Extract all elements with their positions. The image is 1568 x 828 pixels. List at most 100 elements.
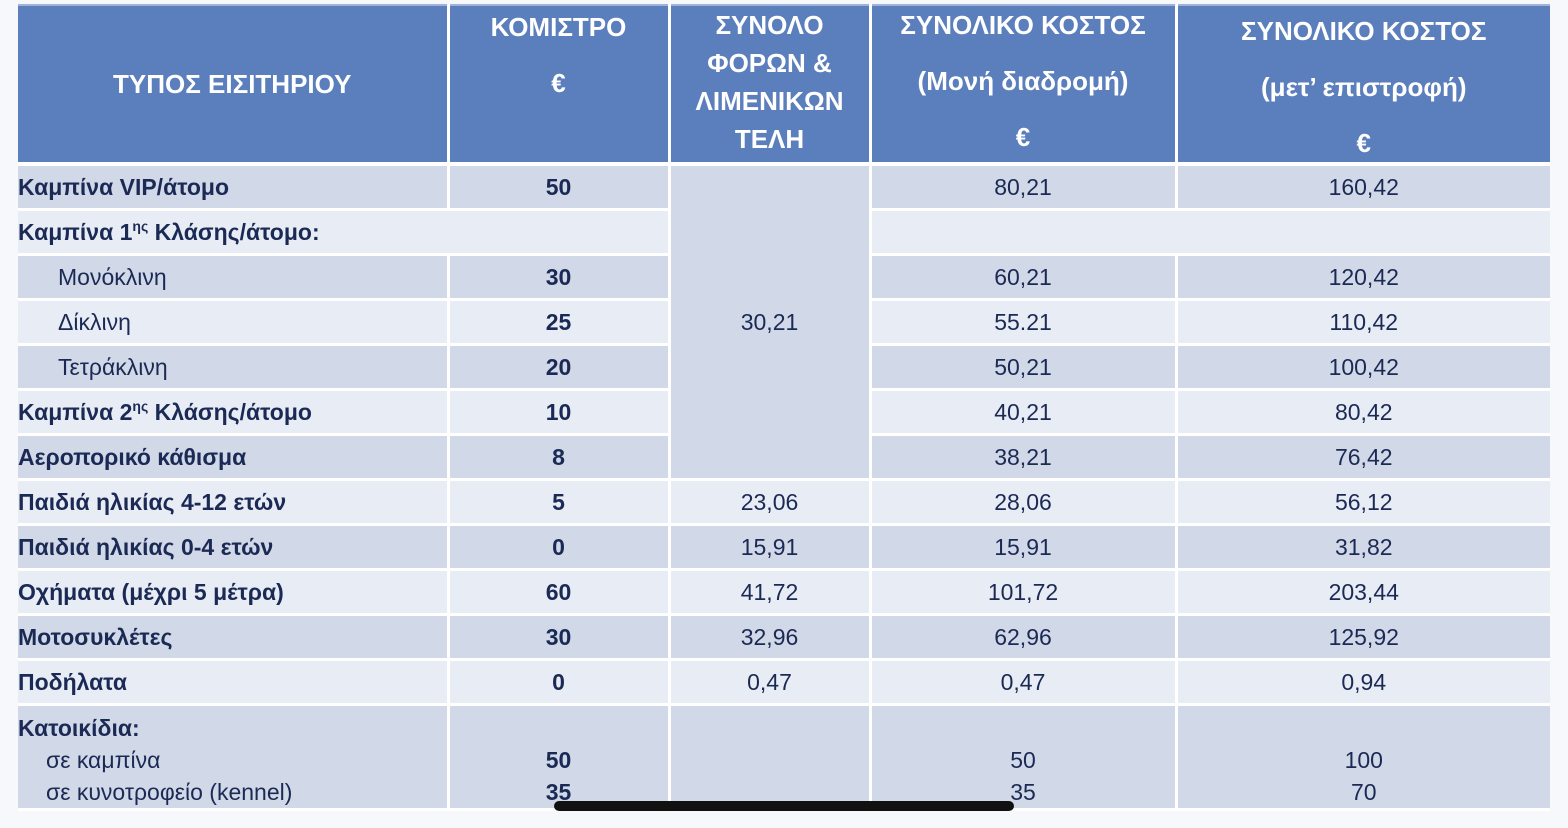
home-indicator-bar[interactable] bbox=[554, 801, 1014, 811]
row-fare: 5 bbox=[448, 479, 671, 526]
row-return: 160,42 bbox=[1176, 164, 1550, 211]
pets-spacer bbox=[450, 712, 668, 744]
row-fare: 60 bbox=[448, 569, 671, 616]
row-label: Δίκλινη bbox=[18, 299, 450, 346]
row-label: Παιδιά ηλικίας 0-4 ετών bbox=[18, 524, 450, 571]
row-label: Μονόκλινη bbox=[18, 254, 450, 301]
header-one-way-currency: € bbox=[1015, 122, 1031, 152]
table-row: Τετράκλινη 20 50,21 100,42 bbox=[18, 344, 1550, 391]
row-return: 125,92 bbox=[1176, 614, 1550, 661]
row-return: 0,94 bbox=[1176, 659, 1550, 706]
header-return-total: ΣΥΝΟΛΙΚΟ ΚΟΣΤΟΣ (μετ’ επιστροφή) € bbox=[1176, 4, 1550, 166]
table-row: Καμπίνα 2ης Κλάσης/άτομο 10 40,21 80,42 bbox=[18, 389, 1550, 436]
pets-label: Κατοικίδια: bbox=[18, 715, 140, 741]
row-return: 120,42 bbox=[1176, 254, 1550, 301]
row-label: Μοτοσυκλέτες bbox=[18, 614, 450, 661]
row-one-way: 15,91 bbox=[870, 524, 1178, 571]
row-label: Τετράκλινη bbox=[18, 344, 450, 391]
pets-kennel-fare: 35 bbox=[545, 779, 572, 805]
header-return-subtitle: (μετ’ επιστροφή) bbox=[1261, 72, 1467, 102]
header-one-way-subtitle: (Μονή διαδρομή) bbox=[917, 66, 1129, 96]
row-label-suffix: Κλάσης/άτομο: bbox=[148, 219, 320, 245]
header-taxes-line-1: ΣΥΝΟΛΟ bbox=[715, 10, 824, 40]
header-ticket-type-label: ΤΥΠΟΣ ΕΙΣΙΤΗΡΙΟΥ bbox=[112, 69, 352, 99]
row-empty-cell bbox=[870, 209, 1550, 256]
row-label: Παιδιά ηλικίας 4-12 ετών bbox=[18, 479, 450, 526]
row-return: 100,42 bbox=[1176, 344, 1550, 391]
row-one-way: 55.21 bbox=[870, 299, 1178, 346]
row-one-way: 0,47 bbox=[870, 659, 1178, 706]
row-taxes: 23,06 bbox=[669, 479, 872, 526]
table-row: Οχήματα (μέχρι 5 μέτρα) 60 41,72 101,72 … bbox=[18, 569, 1550, 616]
row-one-way: 50 35 bbox=[870, 704, 1178, 811]
row-return: 110,42 bbox=[1176, 299, 1550, 346]
row-fare: 10 bbox=[448, 389, 671, 436]
header-fare-currency: € bbox=[551, 68, 566, 98]
table-row: Ποδήλατα 0 0,47 0,47 0,94 bbox=[18, 659, 1550, 706]
table-row: Παιδιά ηλικίας 4-12 ετών 5 23,06 28,06 5… bbox=[18, 479, 1550, 526]
table-row: Μοτοσυκλέτες 30 32,96 62,96 125,92 bbox=[18, 614, 1550, 661]
row-taxes bbox=[669, 704, 872, 811]
row-fare: 0 bbox=[448, 524, 671, 571]
row-label: Κατοικίδια: σε καμπίνα σε κυνοτροφείο (k… bbox=[18, 704, 450, 811]
row-label: Καμπίνα 2ης Κλάσης/άτομο bbox=[18, 389, 450, 436]
row-fare: 8 bbox=[448, 434, 671, 481]
row-return: 80,42 bbox=[1176, 389, 1550, 436]
pets-cabin-fare: 50 bbox=[545, 747, 572, 773]
row-one-way: 50,21 bbox=[870, 344, 1178, 391]
header-fare-title: ΚΟΜΙΣΤΡΟ bbox=[490, 12, 627, 42]
row-taxes: 41,72 bbox=[669, 569, 872, 616]
row-return: 31,82 bbox=[1176, 524, 1550, 571]
ferry-fares-table: ΤΥΠΟΣ ΕΙΣΙΤΗΡΙΟΥ ΚΟΜΙΣΤΡΟ € ΣΥΝΟΛΟ ΦΟΡΩΝ… bbox=[18, 4, 1550, 811]
table-row: Αεροπορικό κάθισμα 8 38,21 76,42 bbox=[18, 434, 1550, 481]
table-row-pets: Κατοικίδια: σε καμπίνα σε κυνοτροφείο (k… bbox=[18, 704, 1550, 811]
pets-kennel-one-way: 35 bbox=[1010, 779, 1036, 805]
row-one-way: 80,21 bbox=[870, 164, 1178, 211]
header-row: ΤΥΠΟΣ ΕΙΣΙΤΗΡΙΟΥ ΚΟΜΙΣΤΡΟ € ΣΥΝΟΛΟ ΦΟΡΩΝ… bbox=[18, 4, 1550, 166]
header-taxes-line-2: ΦΟΡΩΝ & bbox=[707, 48, 832, 78]
row-label: Ποδήλατα bbox=[18, 659, 450, 706]
table-header: ΤΥΠΟΣ ΕΙΣΙΤΗΡΙΟΥ ΚΟΜΙΣΤΡΟ € ΣΥΝΟΛΟ ΦΟΡΩΝ… bbox=[18, 4, 1550, 166]
row-one-way: 38,21 bbox=[870, 434, 1178, 481]
header-return-title: ΣΥΝΟΛΙΚΟ ΚΟΣΤΟΣ bbox=[1241, 16, 1487, 46]
table-row: Καμπίνα VIP/άτομο 50 30,21 80,21 160,42 bbox=[18, 164, 1550, 481]
shared-taxes-cell: 30,21 bbox=[669, 164, 872, 481]
header-one-way-title: ΣΥΝΟΛΙΚΟ ΚΟΣΤΟΣ bbox=[900, 10, 1146, 40]
row-label-suffix: Κλάσης/άτομο bbox=[148, 399, 312, 425]
table-body: Καμπίνα VIP/άτομο 50 30,21 80,21 160,42 … bbox=[18, 164, 1550, 811]
row-label: Οχήματα (μέχρι 5 μέτρα) bbox=[18, 569, 450, 616]
row-label: Αεροπορικό κάθισμα bbox=[18, 434, 450, 481]
row-fare: 50 35 bbox=[448, 704, 671, 811]
row-taxes: 0,47 bbox=[669, 659, 872, 706]
pets-cabin-one-way: 50 bbox=[1010, 747, 1036, 773]
row-taxes: 15,91 bbox=[669, 524, 872, 571]
row-label: Καμπίνα VIP/άτομο bbox=[18, 164, 450, 211]
row-label-text: Καμπίνα 1 bbox=[18, 219, 133, 245]
row-return: 203,44 bbox=[1176, 569, 1550, 616]
row-label-text: Καμπίνα 2 bbox=[18, 399, 133, 425]
header-ticket-type: ΤΥΠΟΣ ΕΙΣΙΤΗΡΙΟΥ bbox=[18, 4, 450, 166]
row-label-superscript: ης bbox=[132, 218, 149, 234]
header-fare: ΚΟΜΙΣΤΡΟ € bbox=[448, 4, 671, 166]
table-row: Παιδιά ηλικίας 0-4 ετών 0 15,91 15,91 31… bbox=[18, 524, 1550, 571]
header-taxes: ΣΥΝΟΛΟ ΦΟΡΩΝ & ΛΙΜΕΝΙΚΩΝ ΤΕΛΗ bbox=[669, 4, 872, 166]
table-row: Δίκλινη 25 55.21 110,42 bbox=[18, 299, 1550, 346]
row-return: 100 70 bbox=[1176, 704, 1550, 811]
row-label-superscript: ης bbox=[132, 398, 149, 414]
header-return-currency: € bbox=[1356, 128, 1371, 158]
row-fare: 50 bbox=[448, 164, 671, 211]
pets-cabin-label: σε καμπίνα bbox=[46, 747, 161, 773]
row-fare: 0 bbox=[448, 659, 671, 706]
table-row: Μονόκλινη 30 60,21 120,42 bbox=[18, 254, 1550, 301]
row-fare: 20 bbox=[448, 344, 671, 391]
row-return: 76,42 bbox=[1176, 434, 1550, 481]
header-taxes-line-3: ΛΙΜΕΝΙΚΩΝ bbox=[695, 86, 844, 116]
table-row: Καμπίνα 1ης Κλάσης/άτομο: bbox=[18, 209, 1550, 256]
pets-spacer bbox=[872, 712, 1175, 744]
header-one-way-total: ΣΥΝΟΛΙΚΟ ΚΟΣΤΟΣ (Μονή διαδρομή) € bbox=[870, 4, 1178, 166]
row-one-way: 28,06 bbox=[870, 479, 1178, 526]
row-one-way: 101,72 bbox=[870, 569, 1178, 616]
row-one-way: 62,96 bbox=[870, 614, 1178, 661]
pets-kennel-return: 70 bbox=[1350, 779, 1377, 805]
row-taxes: 32,96 bbox=[669, 614, 872, 661]
